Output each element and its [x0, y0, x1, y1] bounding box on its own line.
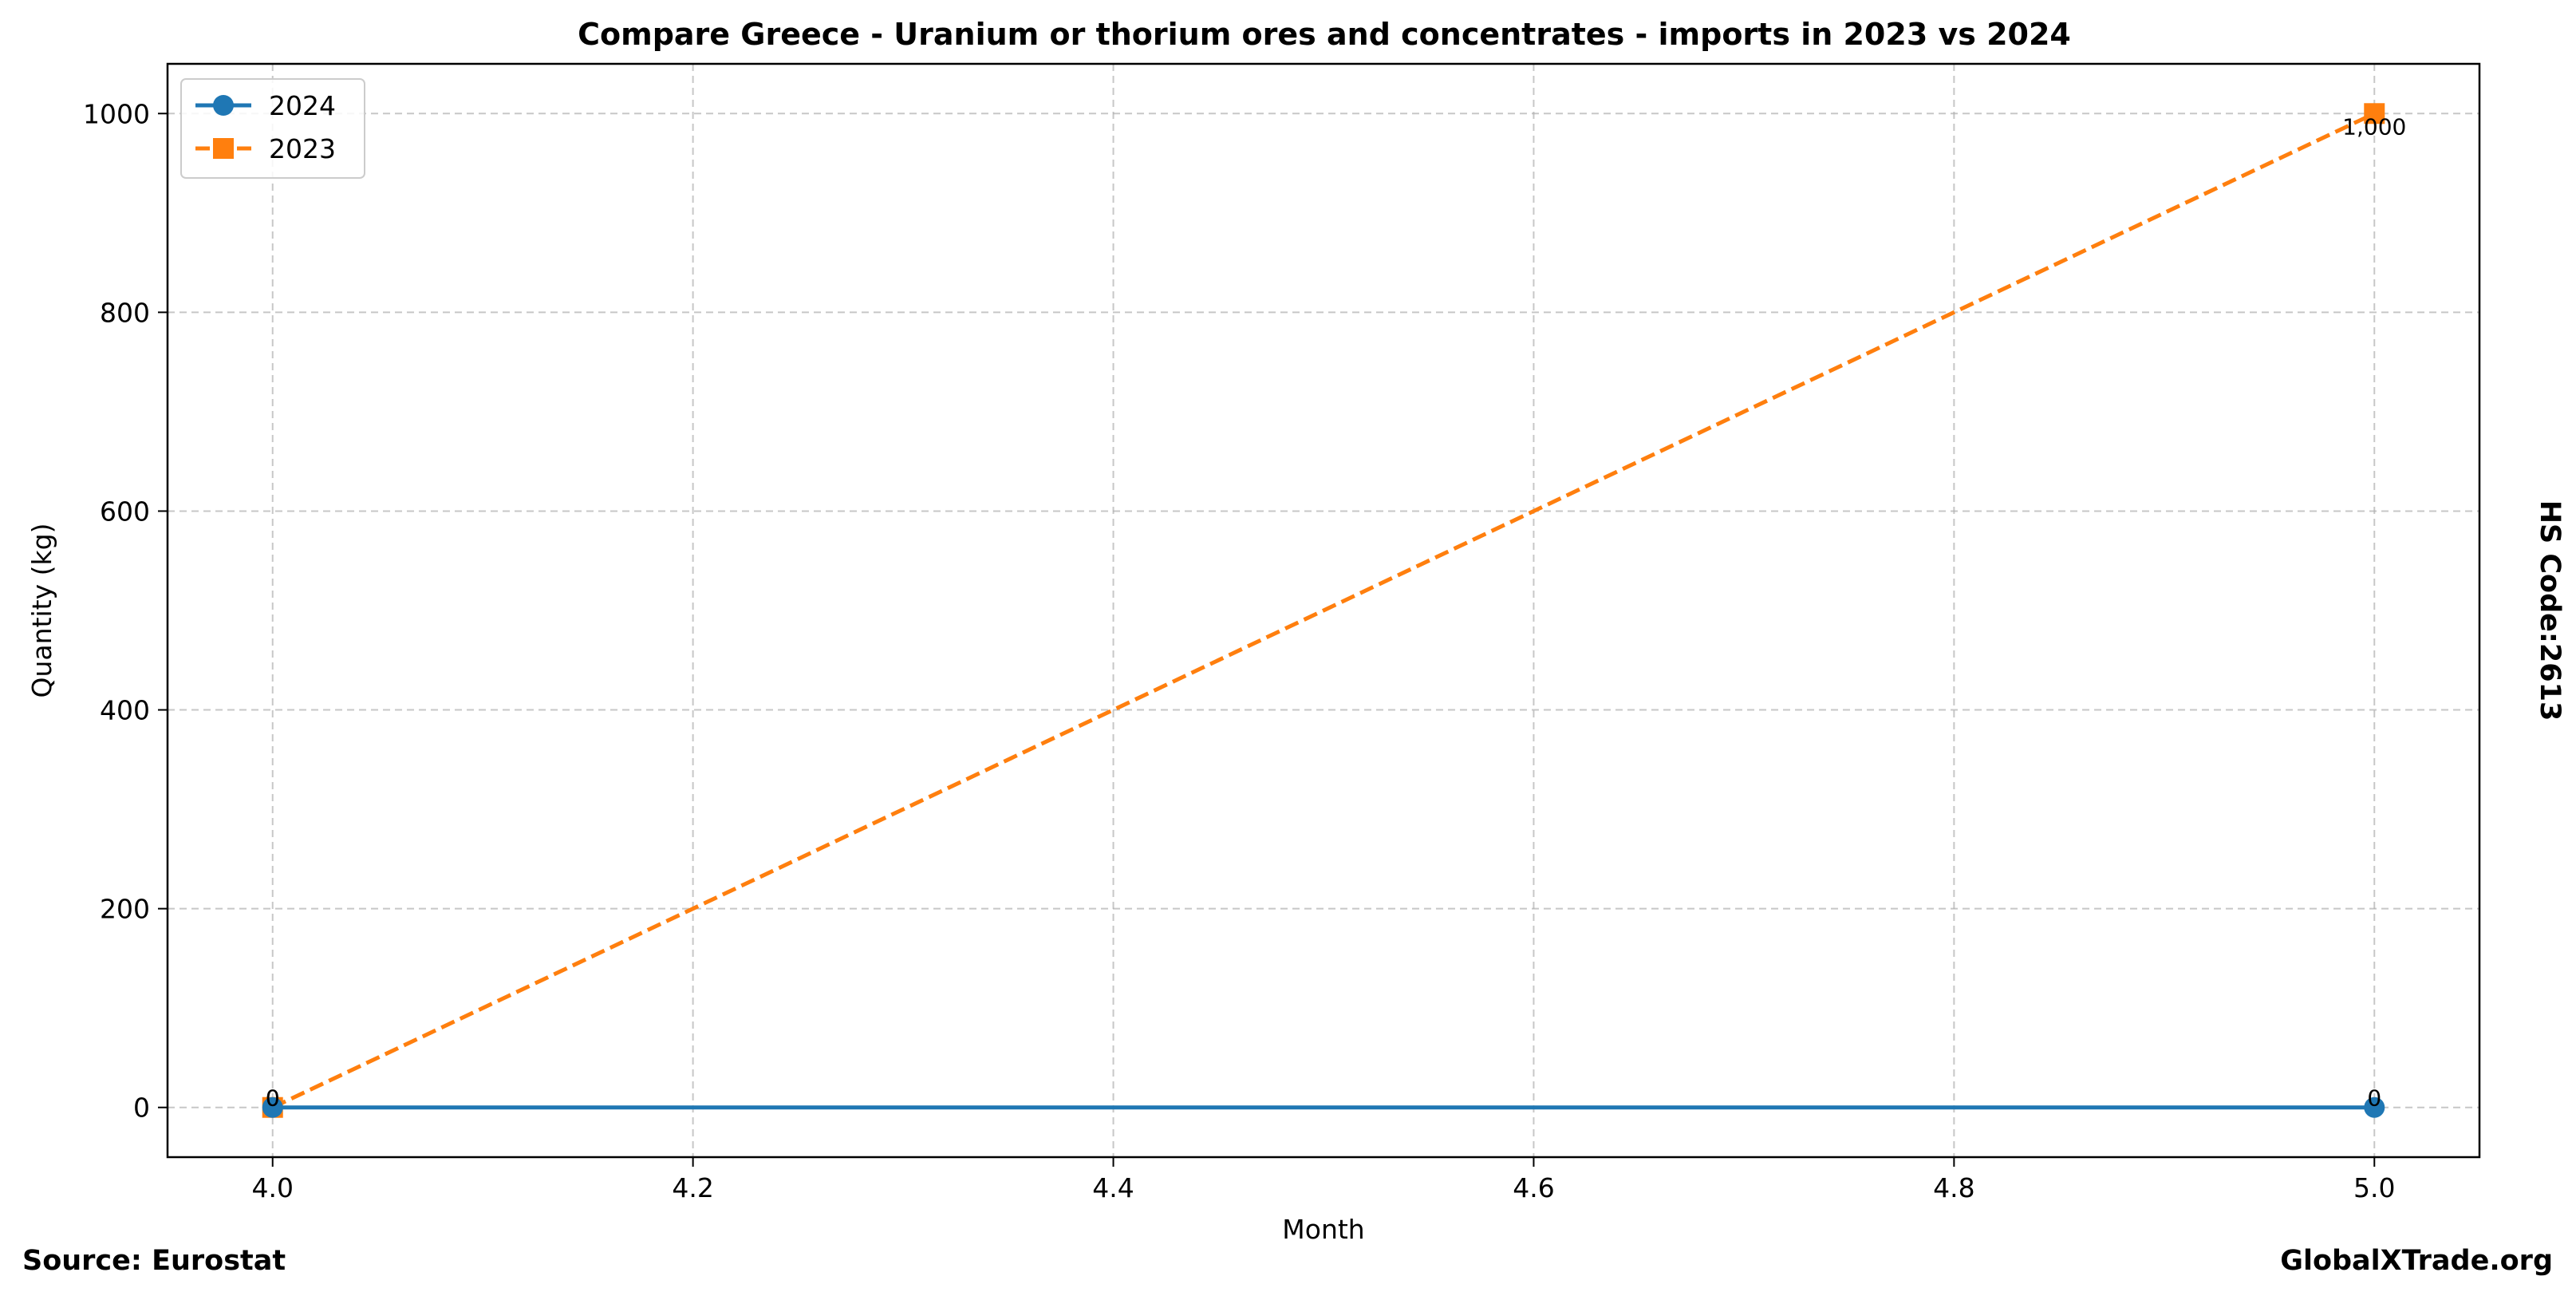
x-tick-label: 5.0 — [2353, 1172, 2395, 1203]
series-2024-marker — [262, 1096, 283, 1118]
series-2023-data-label: 0 — [266, 1085, 280, 1112]
y-tick-label: 600 — [100, 496, 150, 527]
y-tick-label: 400 — [100, 695, 150, 726]
series-2024-marker — [213, 95, 234, 116]
x-tick-label: 4.2 — [672, 1172, 713, 1203]
x-tick-label: 4.4 — [1092, 1172, 1134, 1203]
x-tick-label: 4.6 — [1513, 1172, 1554, 1203]
series-2023-line — [271, 112, 2376, 1109]
chart-title: Compare Greece - Uranium or thorium ores… — [578, 17, 2071, 52]
series-2023-data-label: 1,000 — [2342, 113, 2406, 140]
series-2024-data-label: 0 — [2367, 1085, 2381, 1112]
y-tick-label: 200 — [100, 894, 150, 925]
x-tick-label: 4.0 — [251, 1172, 293, 1203]
legend-label-2023: 2023 — [269, 133, 336, 164]
series-2023-marker — [2364, 103, 2385, 124]
y-axis-label: Quantity (kg) — [26, 524, 57, 698]
plot-frame — [166, 62, 2481, 1159]
source-label: Source: Eurostat — [22, 1245, 286, 1277]
series-layer — [262, 103, 2385, 1118]
legend: 2024 2023 — [180, 78, 365, 179]
x-axis-label: Month — [1282, 1214, 1364, 1245]
y-tick-label: 1000 — [83, 98, 150, 129]
hs-code-label: HS Code:2613 — [2534, 500, 2566, 721]
brand-label: GlobalXTrade.org — [2280, 1245, 2553, 1277]
series-2024-data-label: 0 — [266, 1085, 280, 1112]
y-tick-label: 0 — [133, 1093, 150, 1124]
series-2023-marker — [213, 138, 234, 159]
series-2024-marker — [2364, 1096, 2385, 1118]
x-tick-label: 4.8 — [1933, 1172, 1974, 1203]
y-tick-label: 800 — [100, 297, 150, 328]
data-labels: 0 001,000 — [266, 113, 2407, 1111]
axis-ticks: 4.0 4.2 4.4 4.6 4.8 5.0 0 200 400 600 800 1000 — [83, 98, 2395, 1203]
legend-label-2024: 2024 — [269, 90, 336, 121]
